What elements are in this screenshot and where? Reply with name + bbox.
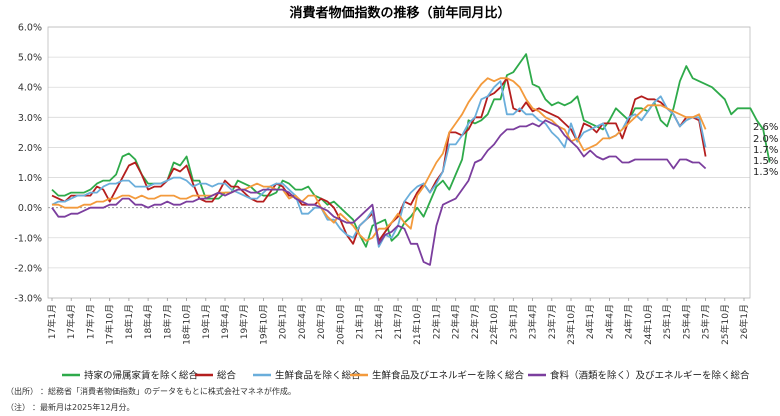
footnote: （注） ：最新月は2025年12月分。 [6,402,141,413]
series-line-1 [51,53,771,248]
x-tick-label: 17年4月 [65,304,77,339]
chart-series [51,53,771,266]
note-label: （注） [6,403,26,412]
x-tick-label: 22年7月 [469,304,481,339]
end-value-label: 2.0% [753,134,778,145]
x-tick-label: 17年10月 [104,304,116,345]
x-tick-label: 22年4月 [450,304,462,339]
source-text: ：総務省「消費者物価指数」のデータをもとに株式会社マネネが作成。 [40,387,296,396]
x-tick-label: 23年10月 [565,304,577,345]
legend-label: 生鮮食品を除く総合 [275,370,361,382]
x-tick-label: 21年1月 [354,304,366,339]
x-tick-label: 18年7月 [161,304,173,339]
legend-label: 持家の帰属家賃を除く総合 [84,370,199,382]
x-tick-label: 24年1月 [584,304,596,339]
source-note: （出所） ：総務省「消費者物価指数」のデータをもとに株式会社マネネが作成。 [6,386,302,397]
y-tick-label: 2.0% [18,143,42,154]
x-tick-label: 18年1月 [123,304,135,339]
end-value-label: 1.7% [753,145,778,156]
x-tick-label: 23年4月 [527,304,539,339]
x-tick-label: 18年10月 [181,304,193,345]
end-value-label: 2.6% [753,122,778,133]
x-tick-label: 20年7月 [315,304,327,339]
x-tick-label: 25年10月 [719,304,731,345]
chart-title: 消費者物価指数の推移（前年同月比） [289,5,510,21]
x-tick-label: 26年1月 [738,304,750,339]
x-tick-label: 21年7月 [392,304,404,339]
legend-label: 食料（酒類を除く）及びエネルギーを除く総合 [550,370,750,382]
x-tick-label: 20年4月 [296,304,308,339]
y-tick-label: 6.0% [18,23,42,34]
chart-grid [47,26,751,299]
x-tick-label: 18年4月 [142,304,154,339]
x-tick-label: 22年1月 [430,304,442,339]
y-tick-label: -2.0% [14,263,42,274]
x-tick-label: 19年10月 [257,304,269,345]
legend-label: 総合 [217,370,237,382]
y-tick-label: 0.0% [18,203,42,214]
plot-frame [47,26,751,299]
source-label: （出所） [6,387,34,396]
y-tick-label: 4.0% [18,83,42,94]
legend: 持家の帰属家賃を除く総合 総合 生鮮食品を除く総合 生鮮食品及びエネルギーを除く総合 食… [62,370,750,382]
y-tick-label: -3.0% [14,294,42,305]
x-axis: 17年1月 17年4月 17年7月 17年10月 18年1月 18年4月 18年7月 18年1… [46,298,750,345]
x-tick-label: 24年10月 [642,304,654,345]
x-tick-label: 17年7月 [84,304,96,339]
x-tick-label: 24年4月 [603,304,615,339]
x-tick-label: 21年4月 [373,304,385,339]
x-tick-label: 23年7月 [546,304,558,339]
series-line-2 [51,77,707,245]
note-text: ：最新月は2025年12月分。 [32,403,135,412]
series-line-3 [51,80,707,248]
x-tick-label: 20年1月 [277,304,289,339]
y-tick-label: -1.0% [14,233,42,244]
y-axis: 6.0% 5.0% 4.0% 3.0% 2.0% 1.0% 0.0% -1.0% -2.0% -3… [14,23,42,305]
y-tick-label: 1.0% [18,173,42,184]
y-tick-label: 3.0% [18,113,42,124]
series-line-4 [52,77,707,242]
y-tick-label: 5.0% [18,53,42,64]
x-tick-label: 19年7月 [238,304,250,339]
x-tick-label: 25年1月 [661,304,673,339]
x-tick-label: 22年10月 [488,304,500,345]
x-tick-label: 19年1月 [200,304,212,339]
x-tick-label: 17年1月 [46,304,58,339]
x-tick-label: 24年7月 [623,304,635,339]
x-tick-label: 23年1月 [507,304,519,339]
x-tick-label: 20年10月 [334,304,346,345]
series-line-5 [51,119,707,266]
x-tick-label: 19年4月 [219,304,231,339]
legend-label: 生鮮食品及びエネルギーを除く総合 [372,370,525,382]
end-value-label: 1.3% [753,167,778,178]
end-value-label: 1.5% [753,156,778,167]
x-tick-label: 25年4月 [680,304,692,339]
x-tick-label: 25年7月 [700,304,712,339]
end-labels: 2.6%2.0%1.7%1.5%1.3% [753,122,778,178]
x-tick-label: 21年10月 [411,304,423,345]
